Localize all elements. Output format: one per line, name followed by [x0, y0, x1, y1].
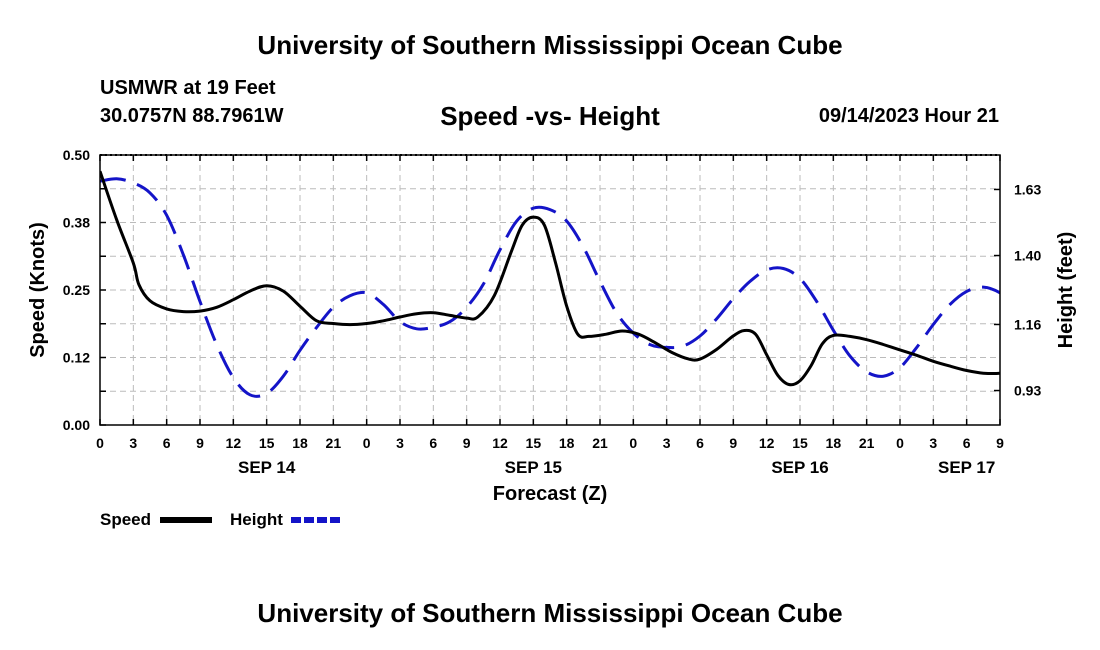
x-axis-label: Forecast (Z)	[493, 483, 607, 505]
x-tick-label: 9	[196, 435, 204, 451]
date-label: SEP 16	[771, 458, 828, 477]
x-tick-label: 9	[996, 435, 1004, 451]
x-tick-label: 18	[292, 435, 308, 451]
y2-axis-label: Height (feet)	[1055, 232, 1077, 349]
x-tick-label: 21	[326, 435, 342, 451]
x-tick-label: 0	[363, 435, 371, 451]
x-tick-label: 9	[463, 435, 471, 451]
y2-tick-label: 0.93	[1014, 383, 1041, 399]
x-tick-label: 6	[163, 435, 171, 451]
x-tick-label: 12	[492, 435, 508, 451]
x-tick-label: 15	[526, 435, 542, 451]
x-tick-label: 3	[396, 435, 404, 451]
y-axis-label: Speed (Knots)	[27, 222, 49, 358]
chart-title: University of Southern Mississippi Ocean…	[257, 30, 843, 60]
x-tick-label: 21	[859, 435, 875, 451]
y2-tick-label: 1.16	[1014, 316, 1041, 332]
chart-subtitle: Speed -vs- Height	[440, 101, 660, 131]
x-tick-label: 12	[759, 435, 775, 451]
series-speed-line	[100, 170, 1000, 387]
footer-title: University of Southern Mississippi Ocean…	[257, 598, 843, 628]
station-name: USMWR at 19 Feet	[100, 77, 276, 99]
y-tick-label: 0.38	[63, 215, 90, 231]
x-tick-label: 3	[663, 435, 671, 451]
x-tick-label: 15	[792, 435, 808, 451]
y-tick-label: 0.00	[63, 417, 90, 433]
x-tick-label: 3	[129, 435, 137, 451]
x-tick-label: 18	[559, 435, 575, 451]
x-tick-label: 9	[729, 435, 737, 451]
legend: Speed Height	[100, 510, 343, 529]
y-tick-label: 0.12	[63, 350, 90, 366]
y2-tick-label: 1.40	[1014, 248, 1041, 264]
x-tick-label: 6	[429, 435, 437, 451]
x-tick-label: 15	[259, 435, 275, 451]
x-tick-label: 0	[96, 435, 104, 451]
legend-speed-label: Speed	[100, 510, 151, 529]
x-tick-label: 18	[826, 435, 842, 451]
y-tick-label: 0.25	[63, 282, 90, 298]
x-tick-label: 3	[929, 435, 937, 451]
x-tick-label: 12	[226, 435, 242, 451]
x-tick-label: 6	[696, 435, 704, 451]
date-label: SEP 15	[505, 458, 562, 477]
forecast-datetime: 09/14/2023 Hour 21	[818, 105, 999, 127]
date-label: SEP 17	[938, 458, 995, 477]
series-height-line	[100, 177, 1000, 398]
date-label: SEP 14	[238, 458, 296, 477]
station-coordinates: 30.0757N 88.7961W	[100, 105, 284, 127]
x-tick-label: 0	[896, 435, 904, 451]
legend-height-label: Height	[230, 510, 283, 529]
axes: 0 3 6 9 12 15 18 21 0 3 6 9 12 15 18 21 0 3 6 9 12 15 18 21 0 3 6 9…	[63, 147, 1042, 477]
grid	[100, 155, 1000, 425]
x-tick-label: 21	[592, 435, 608, 451]
x-tick-label: 6	[963, 435, 971, 451]
x-tick-label: 0	[629, 435, 637, 451]
y-tick-label: 0.50	[63, 147, 90, 163]
series-layer	[100, 170, 1000, 398]
y2-tick-label: 1.63	[1014, 181, 1041, 197]
